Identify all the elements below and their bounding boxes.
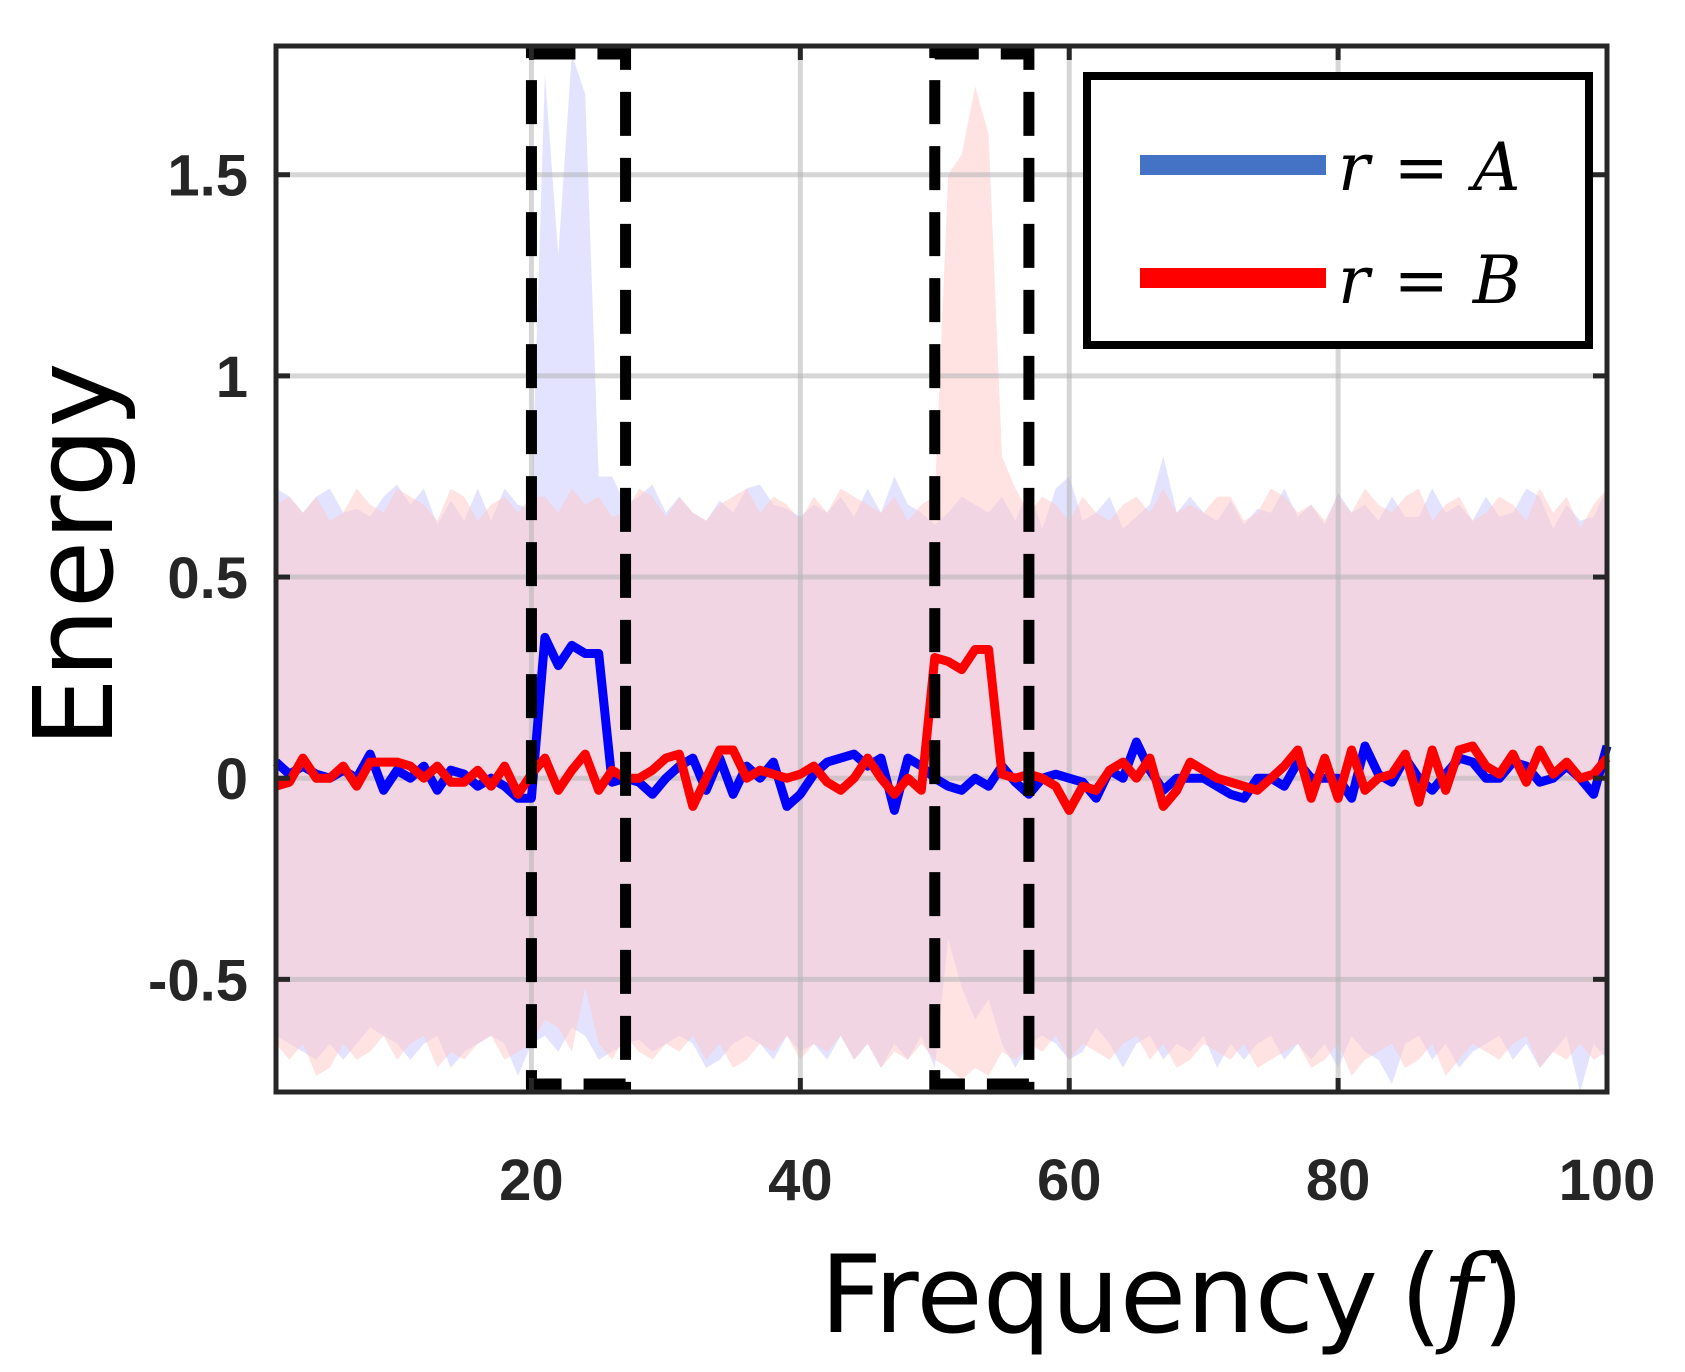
y-tick-label-0: -0.5 bbox=[148, 948, 248, 1013]
legend-label-a: r = A bbox=[1338, 129, 1521, 206]
band-series-1 bbox=[276, 86, 1607, 1080]
legend-eq-b: = bbox=[1394, 242, 1449, 319]
highlight-box-1 bbox=[929, 48, 1035, 1090]
series-line-1 bbox=[274, 645, 1611, 815]
y-tick-label-1: 0 bbox=[216, 747, 248, 812]
confidence-bands bbox=[276, 54, 1607, 1092]
legend-rhs-a: A bbox=[1467, 129, 1521, 206]
x-axis-title: Frequency (f) bbox=[820, 1233, 1524, 1358]
tick-labels: 20 40 60 80 100 -0.5 0 0.5 1 1.5 bbox=[148, 144, 1655, 1213]
y-axis-title: Energy bbox=[10, 362, 138, 747]
x-axis-label: Frequency bbox=[820, 1233, 1378, 1358]
plot-frame bbox=[273, 43, 1610, 1095]
axis-ticks bbox=[276, 46, 1610, 1092]
x-tick-label-0: 20 bbox=[499, 1148, 564, 1213]
legend-rhs-b: B bbox=[1472, 242, 1522, 319]
legend-eq-a: = bbox=[1394, 129, 1449, 206]
x-axis-open-paren: ( bbox=[1400, 1233, 1442, 1358]
legend-label-b: r = B bbox=[1338, 242, 1521, 319]
series-lines bbox=[272, 632, 1612, 815]
y-tick-label-3: 1 bbox=[216, 345, 248, 410]
legend-box bbox=[1083, 72, 1593, 349]
x-axis-close-paren: ) bbox=[1482, 1233, 1524, 1358]
x-tick-label-2: 60 bbox=[1037, 1148, 1102, 1213]
highlight-box-0 bbox=[525, 48, 632, 1090]
legend-lhs-a: r bbox=[1338, 129, 1373, 206]
x-tick-label-4: 100 bbox=[1559, 1148, 1656, 1213]
x-tick-label-1: 40 bbox=[768, 1148, 833, 1213]
y-tick-label-2: 0.5 bbox=[167, 546, 248, 611]
legend-lhs-b: r bbox=[1338, 242, 1373, 319]
y-tick-label-4: 1.5 bbox=[167, 144, 248, 209]
legend: r = A r = B bbox=[1083, 72, 1593, 349]
x-tick-label-3: 80 bbox=[1306, 1148, 1371, 1213]
highlight-boxes bbox=[525, 48, 1035, 1090]
